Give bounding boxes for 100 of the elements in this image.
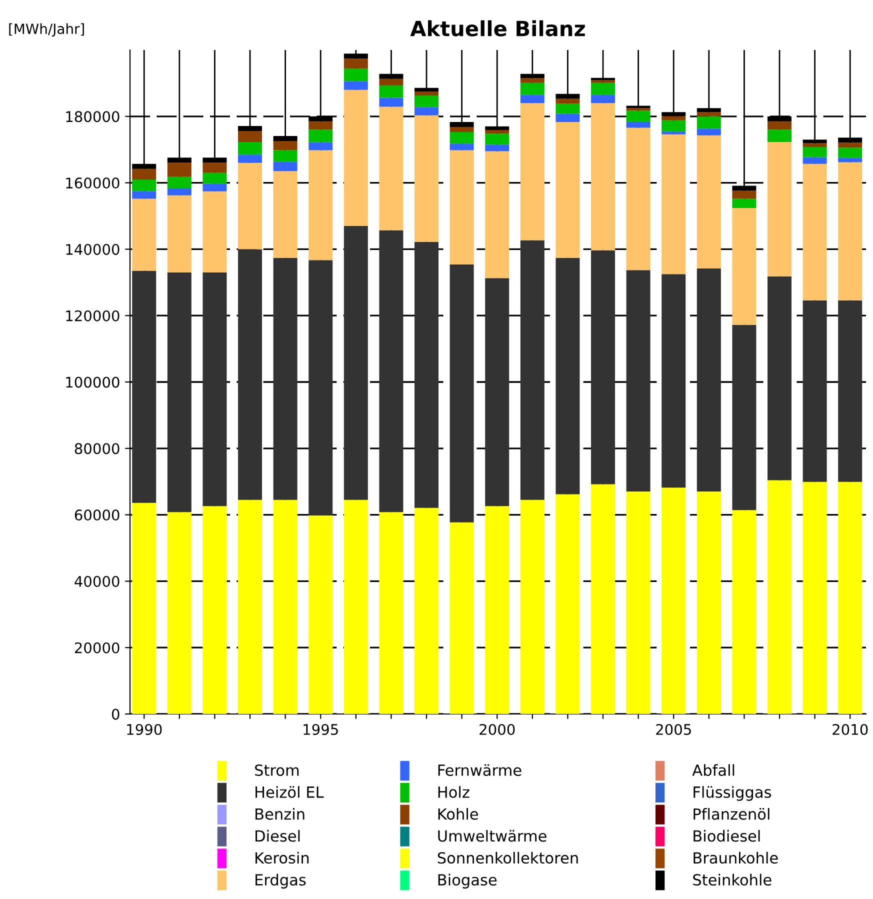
y-tick-label: 160000 — [66, 178, 120, 189]
bar — [696, 135, 721, 268]
x-tick-label: 1995 — [304, 724, 338, 736]
bar — [802, 300, 827, 482]
bar — [202, 172, 227, 184]
bar — [520, 103, 544, 240]
bar — [344, 54, 368, 59]
legend-label: Fernwärme — [438, 764, 522, 776]
bar — [838, 148, 862, 158]
bar — [591, 82, 616, 95]
bar — [768, 130, 792, 142]
x-tick-label: 2005 — [656, 724, 691, 736]
legend-label: Umweltwärme — [438, 830, 546, 842]
bar — [273, 500, 298, 714]
bar — [238, 500, 262, 714]
bar — [450, 264, 474, 522]
y-tick-label: 40000 — [74, 576, 120, 587]
bar — [838, 300, 862, 482]
bar — [414, 115, 439, 242]
bar — [591, 103, 616, 250]
bar — [414, 508, 439, 714]
y-tick-label: 180000 — [66, 111, 120, 122]
bar — [202, 184, 227, 192]
bar — [485, 151, 510, 278]
bar — [379, 86, 404, 98]
legend-label: Benzin — [256, 808, 304, 820]
bar — [379, 512, 404, 714]
bar — [273, 258, 298, 500]
bar — [238, 162, 262, 250]
bar — [732, 324, 756, 510]
bar — [202, 506, 227, 714]
legend-label: Biogase — [438, 874, 497, 889]
bar — [696, 268, 721, 492]
bar — [167, 162, 192, 177]
bar — [414, 92, 439, 96]
bar — [273, 150, 298, 162]
bar — [485, 134, 510, 145]
legend-label: Abfall — [692, 764, 734, 776]
bar — [768, 480, 792, 714]
bar — [556, 122, 580, 258]
bar — [696, 492, 721, 714]
legend-label: Sonnenkollektoren — [438, 852, 578, 864]
bar — [802, 143, 827, 147]
bar — [132, 191, 156, 199]
bar — [732, 198, 756, 208]
bar — [379, 230, 404, 512]
bar — [626, 110, 650, 122]
bar — [802, 482, 827, 714]
bar — [732, 208, 756, 325]
bar — [414, 95, 439, 108]
bar — [838, 162, 862, 300]
bar — [344, 81, 368, 90]
y-tick-label: 60000 — [74, 510, 120, 521]
legend-label: Steinkohle — [693, 874, 772, 886]
bar — [626, 128, 650, 270]
bar — [768, 142, 792, 276]
bar — [662, 120, 686, 132]
bar — [626, 270, 650, 492]
legend-label: Diesel — [256, 830, 300, 842]
y-axis-title: [MWh/Jahr] — [9, 23, 84, 37]
legend-label: Biodiesel — [694, 830, 760, 842]
bar — [591, 250, 616, 484]
bar — [662, 134, 686, 274]
bar — [202, 191, 227, 272]
x-tick-label: 2000 — [480, 724, 515, 736]
legend-label: Kohle — [438, 808, 478, 820]
bar — [238, 131, 262, 142]
legend-label: Kerosin — [256, 852, 309, 864]
legend-label: Erdgas — [256, 874, 306, 889]
bar — [838, 158, 862, 162]
bar — [802, 157, 827, 164]
bar — [379, 98, 404, 107]
bar — [662, 132, 686, 134]
bar — [450, 150, 474, 264]
chart-title: Aktuelle Bilanz — [410, 20, 585, 36]
bar — [520, 78, 544, 83]
legend-label: Heizöl EL — [256, 786, 324, 798]
bar — [626, 122, 650, 128]
bar — [344, 58, 368, 69]
bar — [696, 112, 721, 116]
bar — [344, 500, 368, 714]
bar — [520, 94, 544, 104]
bar — [308, 260, 333, 516]
bar — [838, 142, 862, 148]
y-tick-label: 100000 — [66, 376, 120, 388]
bar — [344, 226, 368, 500]
legend-label: Pflanzenöl — [694, 808, 770, 820]
bar — [414, 107, 439, 116]
x-tick-label: 2010 — [832, 724, 868, 736]
bar — [308, 150, 333, 260]
bar — [132, 168, 156, 180]
bar — [591, 80, 616, 83]
bar — [238, 154, 262, 163]
bar — [662, 488, 686, 714]
bar — [132, 502, 156, 714]
legend-label: Strom — [255, 764, 299, 776]
bar — [556, 494, 580, 714]
bar — [167, 195, 192, 272]
bar — [132, 198, 156, 271]
bar — [167, 176, 192, 188]
